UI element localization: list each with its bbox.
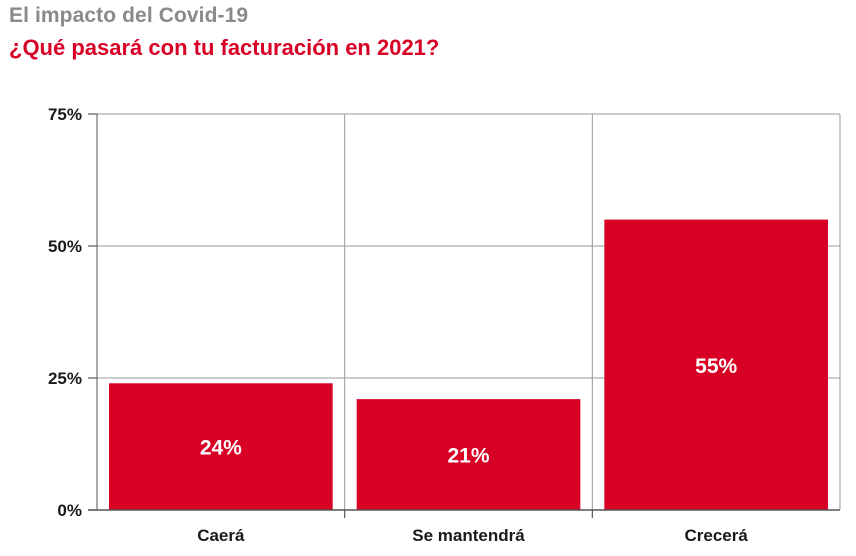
data-label: 24% <box>200 437 242 460</box>
chart-title: El impacto del Covid-19 <box>9 4 249 27</box>
x-category-label: Crecerá <box>685 526 749 545</box>
x-category-label: Caerá <box>197 526 245 545</box>
y-tick-label: 75% <box>48 105 82 124</box>
data-label: 21% <box>447 445 489 468</box>
chart-subtitle: ¿Qué pasará con tu facturación en 2021? <box>9 35 440 60</box>
bar <box>604 219 828 510</box>
y-tick-label: 50% <box>48 237 82 256</box>
y-tick-label: 25% <box>48 369 82 388</box>
bar <box>109 383 333 510</box>
data-label: 55% <box>695 355 737 378</box>
labels: 0% 25% 50% 75% 24% Caerá 21% Se mantendrá 55% Cre… <box>48 105 748 545</box>
bar <box>356 399 581 510</box>
bars <box>109 219 828 510</box>
axes <box>88 113 840 518</box>
x-category-label: Se mantendrá <box>412 526 525 545</box>
y-tick-label: 0% <box>57 501 82 520</box>
